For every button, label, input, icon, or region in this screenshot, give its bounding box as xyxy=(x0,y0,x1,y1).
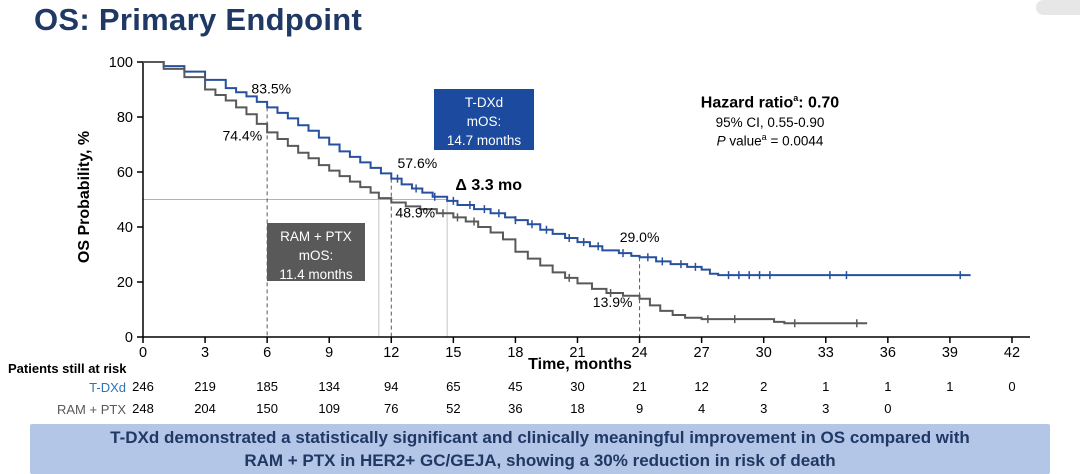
conclusion-banner: T-DXd demonstrated a statistically signi… xyxy=(30,424,1050,474)
svg-text:65: 65 xyxy=(446,379,460,394)
svg-text:83.5%: 83.5% xyxy=(251,81,291,97)
hazard-ratio-footnote-mark: a xyxy=(793,93,799,103)
svg-text:0: 0 xyxy=(139,345,147,361)
at-risk-row-label-ram: RAM + PTX xyxy=(57,402,126,417)
svg-text:20: 20 xyxy=(117,275,133,291)
svg-text:12: 12 xyxy=(383,345,399,361)
svg-text:94: 94 xyxy=(384,379,398,394)
svg-text:219: 219 xyxy=(194,379,216,394)
ram-mos-box: RAM + PTX mOS: 11.4 months xyxy=(267,223,365,282)
x-axis-label: Time, months xyxy=(528,356,632,373)
svg-text:30: 30 xyxy=(756,345,772,361)
svg-text:36: 36 xyxy=(508,401,522,416)
corner-decoration xyxy=(1036,0,1080,15)
svg-text:3: 3 xyxy=(822,401,829,416)
svg-text:27: 27 xyxy=(694,345,710,361)
svg-text:29.0%: 29.0% xyxy=(620,229,660,245)
svg-text:248: 248 xyxy=(132,401,154,416)
confidence-interval-line: 95% CI, 0.55-0.90 xyxy=(715,115,825,131)
banner-line1: T-DXd demonstrated a statistically signi… xyxy=(110,428,970,447)
y-axis-label: OS Probability, % xyxy=(76,130,93,264)
banner-line2: RAM + PTX in HER2+ GC/GEJA, showing a 30… xyxy=(244,451,836,470)
at-risk-header: Patients still at risk xyxy=(8,361,127,376)
svg-text:48.9%: 48.9% xyxy=(395,204,435,220)
svg-text:52: 52 xyxy=(446,401,460,416)
tdxd-mos-label: mOS: xyxy=(466,113,502,129)
svg-text:60: 60 xyxy=(117,165,133,181)
svg-text:12: 12 xyxy=(694,379,708,394)
svg-text:76: 76 xyxy=(384,401,398,416)
tdxd-mos-arm: T-DXd xyxy=(464,95,504,110)
p-value-value: = 0.0044 xyxy=(766,133,824,149)
svg-text:15: 15 xyxy=(445,345,461,361)
svg-text:74.4%: 74.4% xyxy=(222,127,262,143)
svg-text:246: 246 xyxy=(132,379,154,394)
tdxd-mos-box: T-DXd mOS: 14.7 months xyxy=(434,89,534,150)
svg-text:1: 1 xyxy=(822,379,829,394)
svg-text:4: 4 xyxy=(698,401,705,416)
at-risk-row-label-tdxd: T-DXd xyxy=(89,380,126,395)
svg-text:0: 0 xyxy=(884,401,891,416)
svg-text:0: 0 xyxy=(125,330,133,346)
svg-text:57.6%: 57.6% xyxy=(397,155,437,171)
svg-text:185: 185 xyxy=(256,379,278,394)
svg-text:42: 42 xyxy=(1004,345,1020,361)
svg-text:21: 21 xyxy=(632,379,646,394)
page-title: OS: Primary Endpoint xyxy=(34,2,363,37)
hazard-ratio-value: : 0.70 xyxy=(798,94,840,112)
svg-text:13.9%: 13.9% xyxy=(593,294,633,310)
svg-text:39: 39 xyxy=(942,345,958,361)
svg-text:18: 18 xyxy=(570,401,584,416)
svg-text:30: 30 xyxy=(570,379,584,394)
svg-text:Δ 3.3 mo: Δ 3.3 mo xyxy=(455,177,522,194)
svg-text:21: 21 xyxy=(569,345,585,361)
p-value-label: value xyxy=(725,133,762,149)
ram-mos-value: 11.4 months xyxy=(279,266,353,282)
svg-text:100: 100 xyxy=(109,55,133,71)
svg-text:80: 80 xyxy=(117,110,133,126)
svg-text:204: 204 xyxy=(194,401,216,416)
hazard-ratio-label: Hazard ratio xyxy=(700,94,794,112)
p-symbol: P xyxy=(716,133,726,149)
ram-mos-arm: RAM + PTX xyxy=(280,229,352,244)
svg-text:18: 18 xyxy=(507,345,523,361)
tdxd-mos-value: 14.7 months xyxy=(446,132,522,148)
svg-text:1: 1 xyxy=(884,379,891,394)
hazard-ratio-line: Hazard ratioa: 0.70 xyxy=(640,93,900,112)
svg-text:3: 3 xyxy=(201,345,209,361)
svg-text:24: 24 xyxy=(631,345,647,361)
svg-text:9: 9 xyxy=(325,345,333,361)
svg-text:6: 6 xyxy=(263,345,271,361)
svg-text:45: 45 xyxy=(508,379,522,394)
ram-mos-label: mOS: xyxy=(298,247,334,263)
svg-text:36: 36 xyxy=(880,345,896,361)
svg-text:9: 9 xyxy=(636,401,643,416)
svg-text:40: 40 xyxy=(117,220,133,236)
svg-text:150: 150 xyxy=(256,401,278,416)
svg-text:0: 0 xyxy=(1008,379,1015,394)
svg-text:134: 134 xyxy=(318,379,340,394)
hazard-ratio-block: Hazard ratioa: 0.70 95% CI, 0.55-0.90 P … xyxy=(640,93,900,149)
p-value-line: P valuea = 0.0044 xyxy=(640,132,900,149)
p-value-footnote-mark: a xyxy=(761,132,767,143)
svg-text:3: 3 xyxy=(760,401,767,416)
svg-text:109: 109 xyxy=(318,401,340,416)
svg-text:1: 1 xyxy=(946,379,953,394)
svg-text:2: 2 xyxy=(760,379,767,394)
svg-text:33: 33 xyxy=(818,345,834,361)
